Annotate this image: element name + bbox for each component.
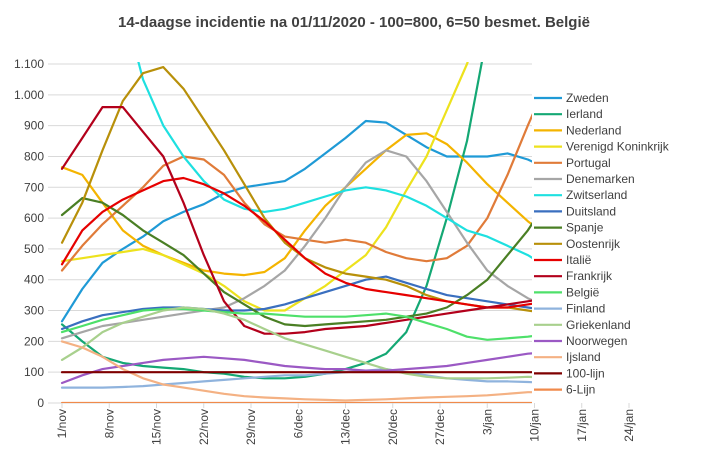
legend-label: Ijsland [566,350,601,364]
legend-label: 100-lijn [566,366,605,380]
y-tick-label: 900 [24,119,44,133]
x-tick-label: 24/jan [622,409,636,442]
series-line-9 [60,65,532,313]
x-axis-ticks: 1/nov 8/nov 15/nov 22/nov 29/nov 6/dec 13/dec 2… [55,403,636,445]
legend-label: Italië [566,253,592,267]
x-tick-label: 1/nov [55,409,69,438]
series-line-8 [60,197,532,328]
legend-label: Spanje [566,221,604,235]
y-tick-label: 0 [37,396,44,410]
y-tick-label: 400 [24,273,44,287]
y-tick-label: 200 [24,334,44,348]
legend-label: Zwitserland [566,188,627,202]
x-tick-label: 8/nov [102,409,116,438]
legend-label: Frankrijk [566,269,613,283]
legend-label: Denemarken [566,172,635,186]
series-line-7 [60,275,532,331]
x-tick-label: 22/nov [197,409,211,445]
x-tick-label: 20/dec [386,409,400,445]
y-tick-label: 800 [24,149,44,163]
series-line-14 [60,306,532,380]
series-line-15 [60,352,532,385]
legend-label: Duitsland [566,204,616,218]
x-tick-label: 6/dec [291,409,305,438]
legend-label: Portugal [566,156,611,170]
series-line-6 [137,62,532,259]
y-tick-label: 1.100 [14,57,44,71]
x-tick-label: 13/dec [339,409,353,445]
legend-label: Nederland [566,123,621,137]
series-line-12 [60,307,532,341]
y-tick-label: 1.000 [14,88,44,102]
legend-label: Oostenrijk [566,237,621,251]
y-tick-label: 300 [24,304,44,318]
y-tick-label: 100 [24,365,44,379]
y-tick-label: 500 [24,242,44,256]
x-tick-label: 17/jan [575,409,589,442]
chart-title: 14-daagse incidentie na 01/11/2020 - 100… [118,14,590,31]
x-tick-label: 3/jan [480,409,494,435]
series-line-4 [60,113,532,272]
legend-label: Verenigd Koninkrijk [566,140,670,154]
legend-label: Zweden [566,91,609,105]
y-tick-label: 700 [24,180,44,194]
series-line-16 [60,340,532,402]
series-line-5 [60,149,532,340]
gridlines [48,63,532,404]
series-lines [60,62,532,403]
legend: Zweden Ierland Nederland Verenigd Koninkrij… [534,91,670,397]
y-axis-ticks: 0 100 200 300 400 500 600 700 800 900 1.000 1.100 [14,57,44,410]
legend-label: Noorwegen [566,334,627,348]
series-line-1 [60,62,483,380]
legend-label: Ierland [566,107,603,121]
y-tick-label: 600 [24,211,44,225]
x-tick-label: 27/dec [433,409,447,445]
x-tick-label: 29/nov [244,409,258,445]
series-line-0 [60,119,532,323]
series-line-10 [60,176,532,309]
legend-label: Griekenland [566,318,631,332]
x-tick-label: 15/nov [150,409,164,445]
legend-label: 6-Lijn [566,383,595,397]
legend-label: Finland [566,302,605,316]
series-line-3 [60,62,469,312]
series-line-2 [60,132,532,277]
x-tick-label: 10/jan [528,409,542,442]
series-line-11 [60,105,532,335]
legend-label: België [566,285,600,299]
